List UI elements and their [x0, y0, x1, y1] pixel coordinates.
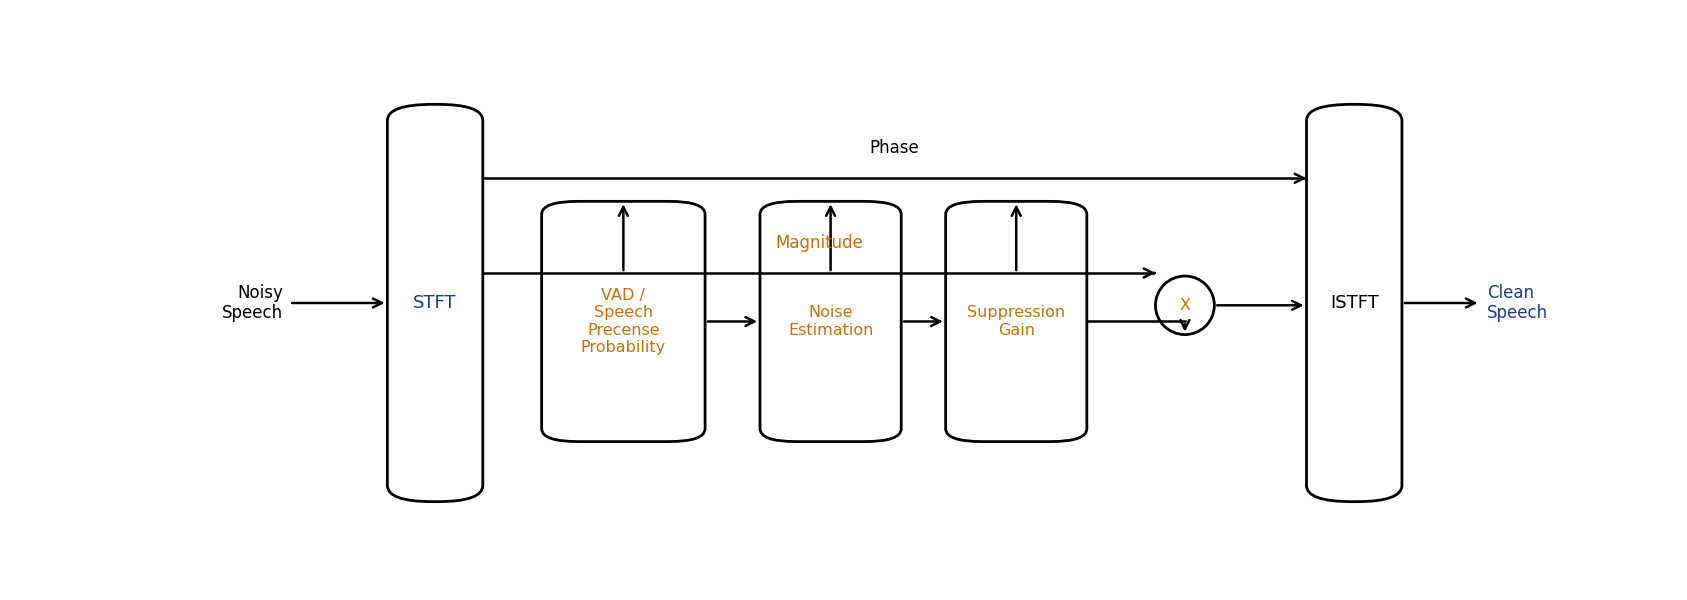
Text: Noise
Estimation: Noise Estimation: [788, 305, 874, 338]
FancyBboxPatch shape: [1306, 104, 1402, 502]
Text: ISTFT: ISTFT: [1329, 294, 1378, 312]
Text: X: X: [1179, 298, 1191, 313]
FancyBboxPatch shape: [946, 202, 1086, 442]
Text: STFT: STFT: [413, 294, 457, 312]
FancyBboxPatch shape: [388, 104, 482, 502]
FancyBboxPatch shape: [542, 202, 705, 442]
Text: Phase: Phase: [870, 139, 919, 157]
Ellipse shape: [1156, 276, 1215, 335]
FancyBboxPatch shape: [759, 202, 901, 442]
Text: Clean
Speech: Clean Speech: [1486, 284, 1549, 322]
Text: Suppression
Gain: Suppression Gain: [967, 305, 1064, 338]
Text: Noisy
Speech: Noisy Speech: [221, 284, 283, 322]
Text: Magnitude: Magnitude: [776, 234, 864, 252]
Text: VAD /
Speech
Precense
Probability: VAD / Speech Precense Probability: [580, 288, 666, 355]
